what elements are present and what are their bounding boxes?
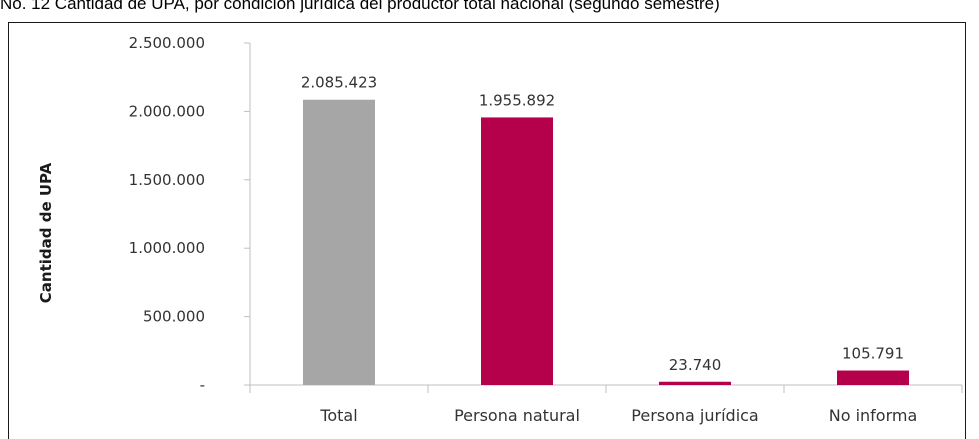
data-label: 23.740 — [669, 356, 722, 374]
y-tick-label: 2.500.000 — [129, 34, 205, 52]
chart-frame — [8, 22, 966, 439]
x-category-label: No informa — [829, 406, 918, 425]
data-label: 1.955.892 — [479, 91, 555, 109]
y-tick-label: 1.000.000 — [129, 239, 205, 257]
figure-caption: No. 12 Cantidad de UPA, por condición ju… — [0, 0, 720, 13]
bars — [303, 99, 909, 386]
y-tick-label: 2.000.000 — [129, 102, 205, 120]
bar — [659, 381, 731, 385]
data-labels: 2.085.423 1.955.892 23.740 105.791 — [301, 74, 904, 374]
x-category-label: Persona jurídica — [631, 406, 758, 425]
data-label: 105.791 — [842, 345, 904, 363]
bar — [837, 370, 909, 385]
bar — [303, 99, 375, 385]
y-tick-label: - — [200, 376, 205, 394]
y-axis-title: Cantidad de UPA — [37, 162, 55, 303]
y-tick-label: 500.000 — [143, 308, 205, 326]
y-axis: - 500.000 1.000.000 1.500.000 2.000.000 2.500… — [129, 34, 251, 394]
x-axis: Total Persona natural Persona jurídica No i… — [249, 384, 963, 425]
bar — [481, 117, 553, 386]
x-category-label: Total — [319, 406, 357, 425]
y-tick-label: 1.500.000 — [129, 171, 205, 189]
x-category-label: Persona natural — [454, 406, 580, 425]
data-label: 2.085.423 — [301, 74, 377, 92]
